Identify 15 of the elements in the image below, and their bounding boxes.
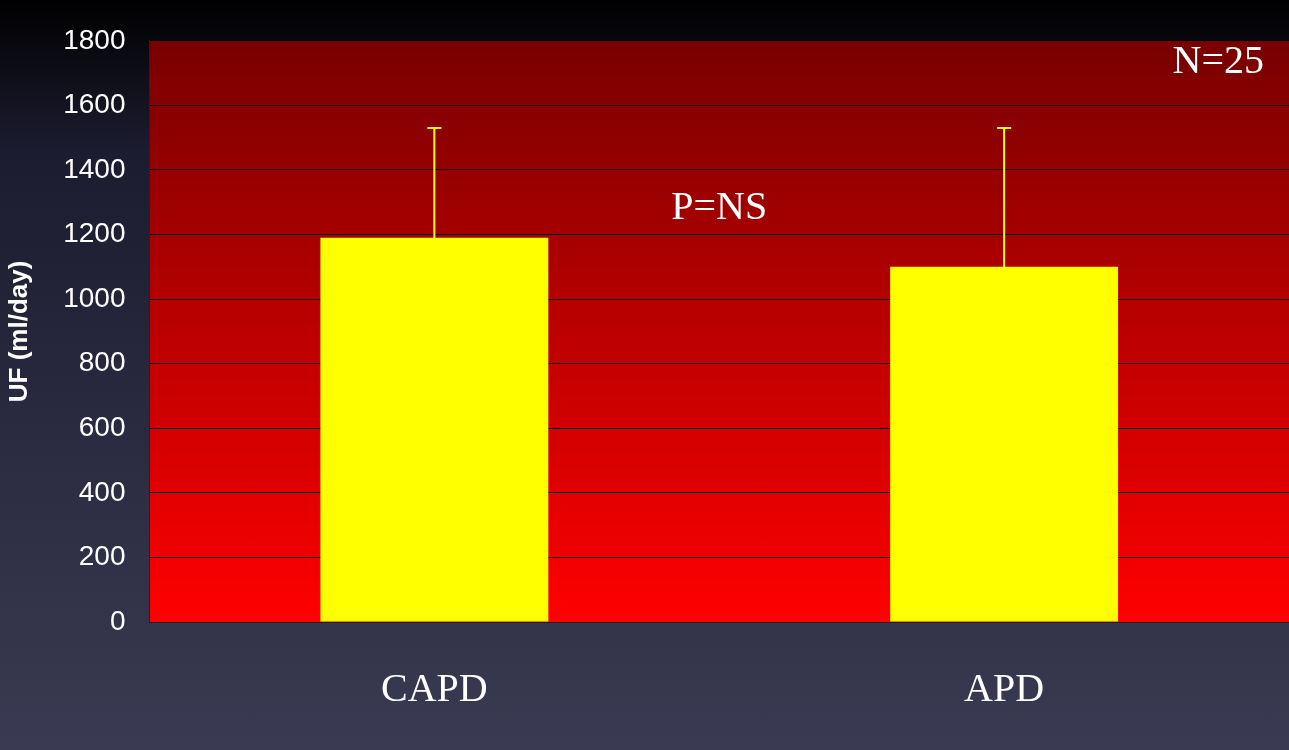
annotation: P=NS <box>671 183 768 229</box>
x-tick-label: APD <box>964 664 1045 710</box>
x-tick-label: CAPD <box>381 664 488 710</box>
y-tick-label: 600 <box>78 410 126 442</box>
y-tick-label: 200 <box>78 540 126 572</box>
y-tick-label: 1600 <box>63 88 126 120</box>
y-tick-label: 1800 <box>63 23 126 55</box>
y-tick-label: 400 <box>78 475 126 507</box>
y-tick-label: 1000 <box>63 281 126 313</box>
y-tick-label: 1400 <box>63 152 126 184</box>
y-tick-label: 1200 <box>63 217 126 249</box>
annotation: N=25 <box>1172 37 1264 83</box>
y-axis-title: UF (ml/day) <box>2 260 33 403</box>
y-tick-label: 0 <box>109 604 126 636</box>
y-tick-label: 800 <box>78 346 126 378</box>
